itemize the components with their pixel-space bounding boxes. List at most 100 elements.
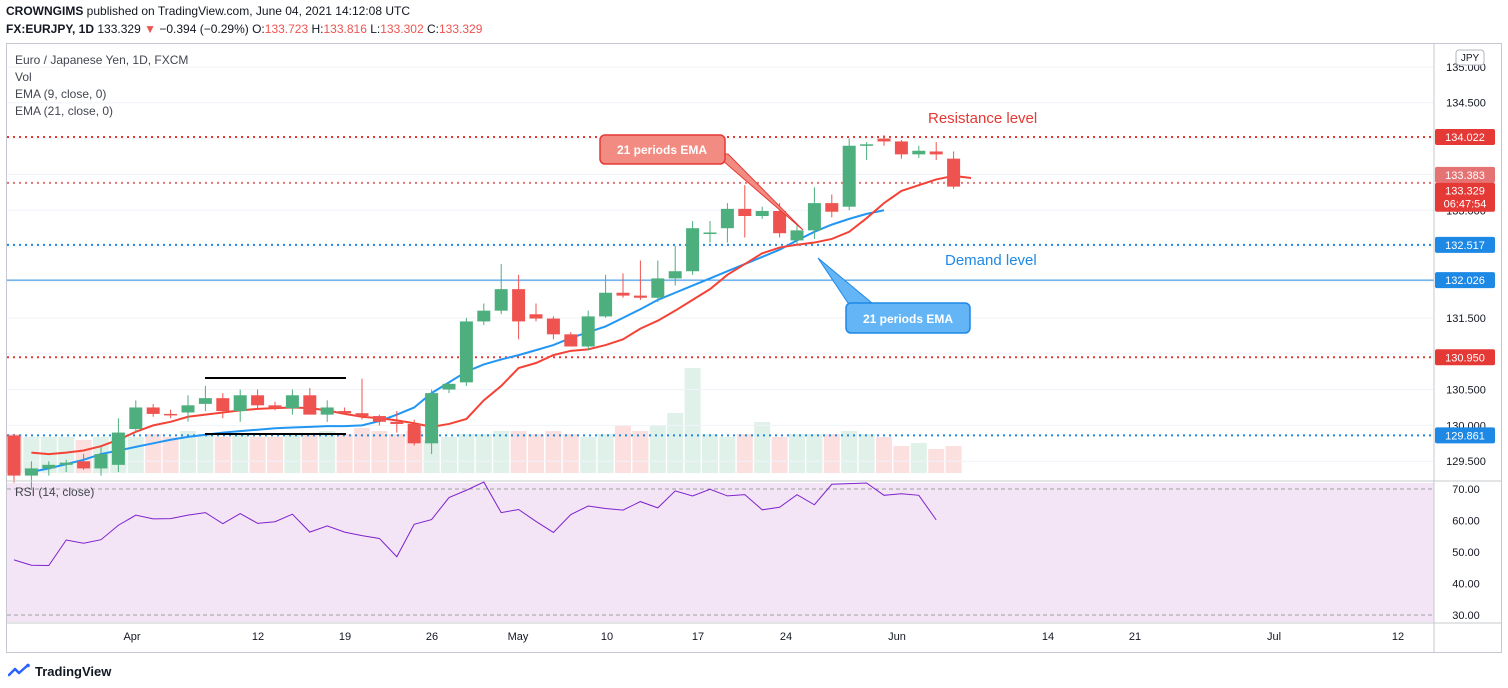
- candle-body: [546, 318, 560, 335]
- volume-bar: [441, 437, 457, 473]
- candle: [94, 446, 108, 476]
- level-price-badge: [1435, 272, 1495, 289]
- symbol-label[interactable]: FX:EURJPY, 1D: [6, 22, 95, 36]
- price-tick-label: 129.500: [1446, 456, 1486, 468]
- volume-bar: [719, 437, 736, 473]
- volume-bar: [267, 437, 283, 473]
- candle: [355, 378, 369, 420]
- high-value: 133.816: [323, 22, 367, 36]
- candle-body: [668, 271, 682, 279]
- price-labels: 134.022 133.383 132.517 132.026 130.950 129.8…: [1435, 129, 1495, 444]
- ema-callout-blue-text: 21 periods EMA: [863, 312, 953, 326]
- candle: [390, 411, 404, 433]
- volume-bar: [423, 440, 440, 473]
- volume-bar: [336, 434, 353, 473]
- candle-body: [755, 210, 769, 217]
- volume-bar: [858, 434, 875, 473]
- candle: [407, 419, 421, 446]
- candle: [894, 140, 908, 159]
- tradingview-footer[interactable]: TradingView: [8, 659, 111, 683]
- legend-ema21: EMA (21, close, 0): [15, 104, 114, 118]
- candle: [129, 400, 143, 433]
- ema9-layer: [31, 174, 972, 456]
- volume-bar: [667, 413, 684, 473]
- rsi-tick-label: 60.00: [1452, 516, 1480, 528]
- candle: [564, 332, 578, 347]
- level-price-text: 129.861: [1445, 430, 1485, 442]
- ema-callout-red: 21 periods EMA: [599, 134, 804, 231]
- candle-body: [7, 435, 21, 476]
- candle: [233, 389, 247, 422]
- level-price-text: 130.950: [1445, 352, 1485, 364]
- candle-body: [111, 432, 125, 465]
- volume-bar: [180, 431, 196, 473]
- volume-bar: [841, 431, 858, 473]
- candle: [303, 388, 317, 415]
- volume-bar: [597, 434, 614, 473]
- volume-bar: [754, 422, 771, 473]
- candle: [320, 400, 334, 422]
- candle-body: [564, 334, 578, 347]
- candle-body: [494, 289, 508, 311]
- candle-body: [512, 289, 526, 322]
- consolidation-box: [205, 377, 346, 435]
- candle: [929, 142, 943, 161]
- candle: [77, 454, 91, 470]
- volume-bar: [736, 434, 753, 473]
- candle-body: [407, 423, 421, 444]
- rsi-tick-label: 30.00: [1452, 610, 1480, 622]
- close-label: C:: [426, 22, 439, 36]
- price-axis[interactable]: 135.000134.500134.000133.500133.000132.5…: [1446, 62, 1486, 468]
- candle-body: [459, 321, 473, 383]
- price-gridlines: [7, 66, 1434, 462]
- time-tick-label: 19: [339, 631, 351, 643]
- candle: [146, 403, 160, 417]
- volume-bar: [649, 425, 666, 473]
- candle: [285, 389, 299, 415]
- time-tick-label: 12: [1392, 631, 1404, 643]
- volume-bar: [528, 434, 544, 473]
- candle: [668, 246, 682, 286]
- candle-body: [912, 150, 926, 155]
- candle-body: [686, 228, 700, 272]
- currency-badge: JPY: [1455, 49, 1485, 66]
- volume-bar: [771, 437, 788, 473]
- candle-body: [651, 278, 665, 298]
- volume-bar: [232, 434, 249, 473]
- volume-bar: [702, 434, 718, 473]
- candle-body: [425, 393, 439, 444]
- time-axis[interactable]: Apr 12 19 26 May 10 17 24 Jun 14 21 Jul 12: [123, 631, 1404, 643]
- time-tick-label: 24: [780, 631, 792, 643]
- level-price-text: 132.026: [1445, 275, 1485, 287]
- candle-body: [860, 144, 874, 146]
- change-value: −0.394 (−0.29%): [159, 22, 249, 36]
- horizontal-levels: [7, 136, 1434, 437]
- candle-body: [442, 383, 456, 390]
- candle: [738, 185, 752, 238]
- volume-bar: [876, 437, 892, 473]
- low-label: L:: [370, 22, 381, 36]
- down-arrow-icon: ▼: [144, 22, 156, 36]
- volume-bar: [388, 434, 405, 473]
- candle-body: [842, 145, 856, 207]
- candle: [790, 224, 804, 244]
- rsi-tick-label: 70.00: [1452, 484, 1480, 496]
- rsi-axis[interactable]: 70.00 60.00 50.00 40.00 30.00: [1452, 484, 1480, 622]
- volume-bar: [301, 434, 318, 473]
- candle-body: [233, 395, 247, 412]
- demand-label: Demand level: [945, 252, 1037, 269]
- resistance-label: Resistance level: [928, 110, 1037, 127]
- candle-body: [633, 295, 647, 298]
- candle: [686, 221, 700, 275]
- currency-badge-text: JPY: [1461, 53, 1480, 64]
- candle: [842, 138, 856, 211]
- volume-bar: [493, 431, 510, 473]
- volume-bar: [789, 434, 805, 473]
- open-label: O:: [252, 22, 265, 36]
- price-tick-label: 130.500: [1446, 385, 1486, 397]
- low-value: 133.302: [380, 22, 424, 36]
- candle: [947, 151, 961, 189]
- volume-bar: [806, 434, 823, 473]
- volume-bar: [23, 437, 40, 473]
